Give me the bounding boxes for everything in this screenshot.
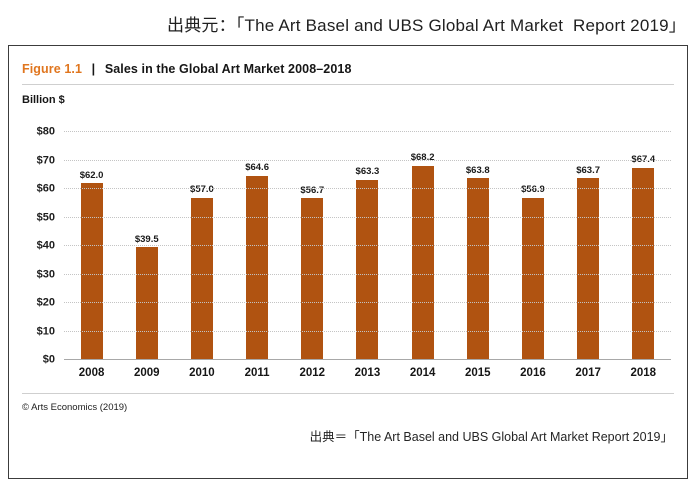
bar-value-label: $63.8 (465, 164, 490, 176)
bar-2010 (190, 197, 213, 360)
bar-value-label: $56.7 (300, 184, 325, 196)
x-tick-label: 2010 (189, 367, 215, 379)
copyright-note: © Arts Economics (2019) (22, 402, 128, 413)
bar-2014 (411, 165, 434, 360)
x-tick-label: 2011 (244, 367, 270, 379)
bar-value-label: $57.0 (190, 184, 214, 196)
y-tick-label: $40 (36, 239, 55, 252)
figure-header: Figure 1.1 | Sales in the Global Art Mar… (9, 46, 687, 76)
bar-value-label: $63.7 (576, 164, 601, 176)
gridline (64, 302, 671, 303)
x-axis-baseline (64, 359, 671, 360)
y-tick-label: $0 (42, 353, 55, 366)
bar-value-label: $39.5 (134, 233, 159, 245)
gridline (64, 159, 671, 161)
x-tick-label: 2015 (464, 367, 491, 379)
footer-divider (22, 393, 674, 394)
bar-2015 (466, 178, 489, 360)
x-tick-label: 2017 (575, 367, 601, 379)
x-axis-row: 2008 2009 2010 2011 2012 2013 2014 2015 2016 2017… (64, 360, 671, 379)
x-tick-label: 2014 (409, 367, 436, 379)
bar-value-label: $56.9 (521, 184, 545, 196)
bar-group-2015: $63.8 (450, 132, 505, 360)
figure-panel: Figure 1.1 | Sales in the Global Art Mar… (8, 45, 688, 479)
bar-group-2009: $39.5 (119, 132, 174, 360)
figure-source-caption: 出典＝「The Art Basel and UBS Global Art Mar… (309, 430, 673, 444)
header-divider (22, 84, 674, 85)
x-tick-label: 2008 (78, 367, 105, 379)
bar-chart: $0 $10 $20 $30 $40 $50 $60 $70 $80 $62.0 $39.5 $57… (22, 126, 671, 365)
bar-group-2010: $57.0 (174, 132, 229, 360)
gridline (64, 273, 671, 275)
y-axis-unit-label: Billion $ (22, 94, 65, 106)
bar-2016 (521, 197, 544, 360)
bar-value-label: $62.0 (79, 169, 104, 181)
bar-group-2013: $63.3 (340, 132, 395, 360)
bar-value-label: $63.3 (355, 166, 380, 178)
gridline (64, 216, 671, 218)
bar-value-label: $68.2 (410, 152, 435, 164)
bar-group-2011: $64.6 (230, 132, 285, 360)
gridline (64, 188, 671, 189)
x-tick-label: 2016 (520, 367, 546, 379)
bar-2011 (246, 175, 269, 360)
bar-group-2016: $56.9 (505, 132, 560, 360)
bar-group-2012: $56.7 (285, 132, 340, 360)
bar-2012 (301, 198, 324, 360)
figure-title: Sales in the Global Art Market 2008–2018 (104, 62, 352, 76)
y-tick-label: $50 (36, 211, 55, 223)
gridline (64, 245, 671, 246)
bar-group-2008: $62.0 (64, 132, 119, 360)
bar-2013 (356, 179, 379, 360)
plot-area: $62.0 $39.5 $57.0 $64.6 $56.7 $63.3 $68.2 $63.8… (64, 131, 671, 360)
y-tick-label: $20 (36, 296, 55, 309)
y-tick-label: $30 (36, 268, 55, 280)
bar-2017 (577, 178, 600, 360)
bar-2018 (632, 167, 655, 360)
y-tick-label: $70 (36, 154, 55, 166)
bar-group-2014: $68.2 (395, 132, 450, 360)
x-tick-label: 2018 (630, 367, 657, 379)
bar-2009 (135, 247, 158, 360)
y-axis: $0 $10 $20 $30 $40 $50 $60 $70 $80 (22, 126, 64, 365)
y-tick-label: $10 (36, 325, 55, 337)
y-tick-label: $60 (36, 182, 55, 195)
bar-group-2018: $67.4 (616, 132, 671, 360)
bar-2008 (80, 183, 103, 360)
page-source-caption: 出典元：「The Art Basel and UBS Global Art Ma… (167, 16, 686, 35)
bars-row: $62.0 $39.5 $57.0 $64.6 $56.7 $63.3 $68.2 $63.8… (64, 132, 671, 360)
x-tick-label: 2009 (133, 367, 160, 379)
x-tick-label: 2013 (354, 367, 381, 379)
bar-group-2017: $63.7 (561, 132, 616, 360)
figure-number-label: Figure 1.1 (22, 62, 83, 76)
gridline (64, 330, 671, 332)
x-tick-label: 2012 (299, 367, 326, 379)
bar-value-label: $64.6 (245, 162, 269, 174)
figure-title-separator: | (91, 62, 96, 76)
y-tick-label: $80 (36, 125, 55, 138)
gridline (64, 131, 671, 132)
